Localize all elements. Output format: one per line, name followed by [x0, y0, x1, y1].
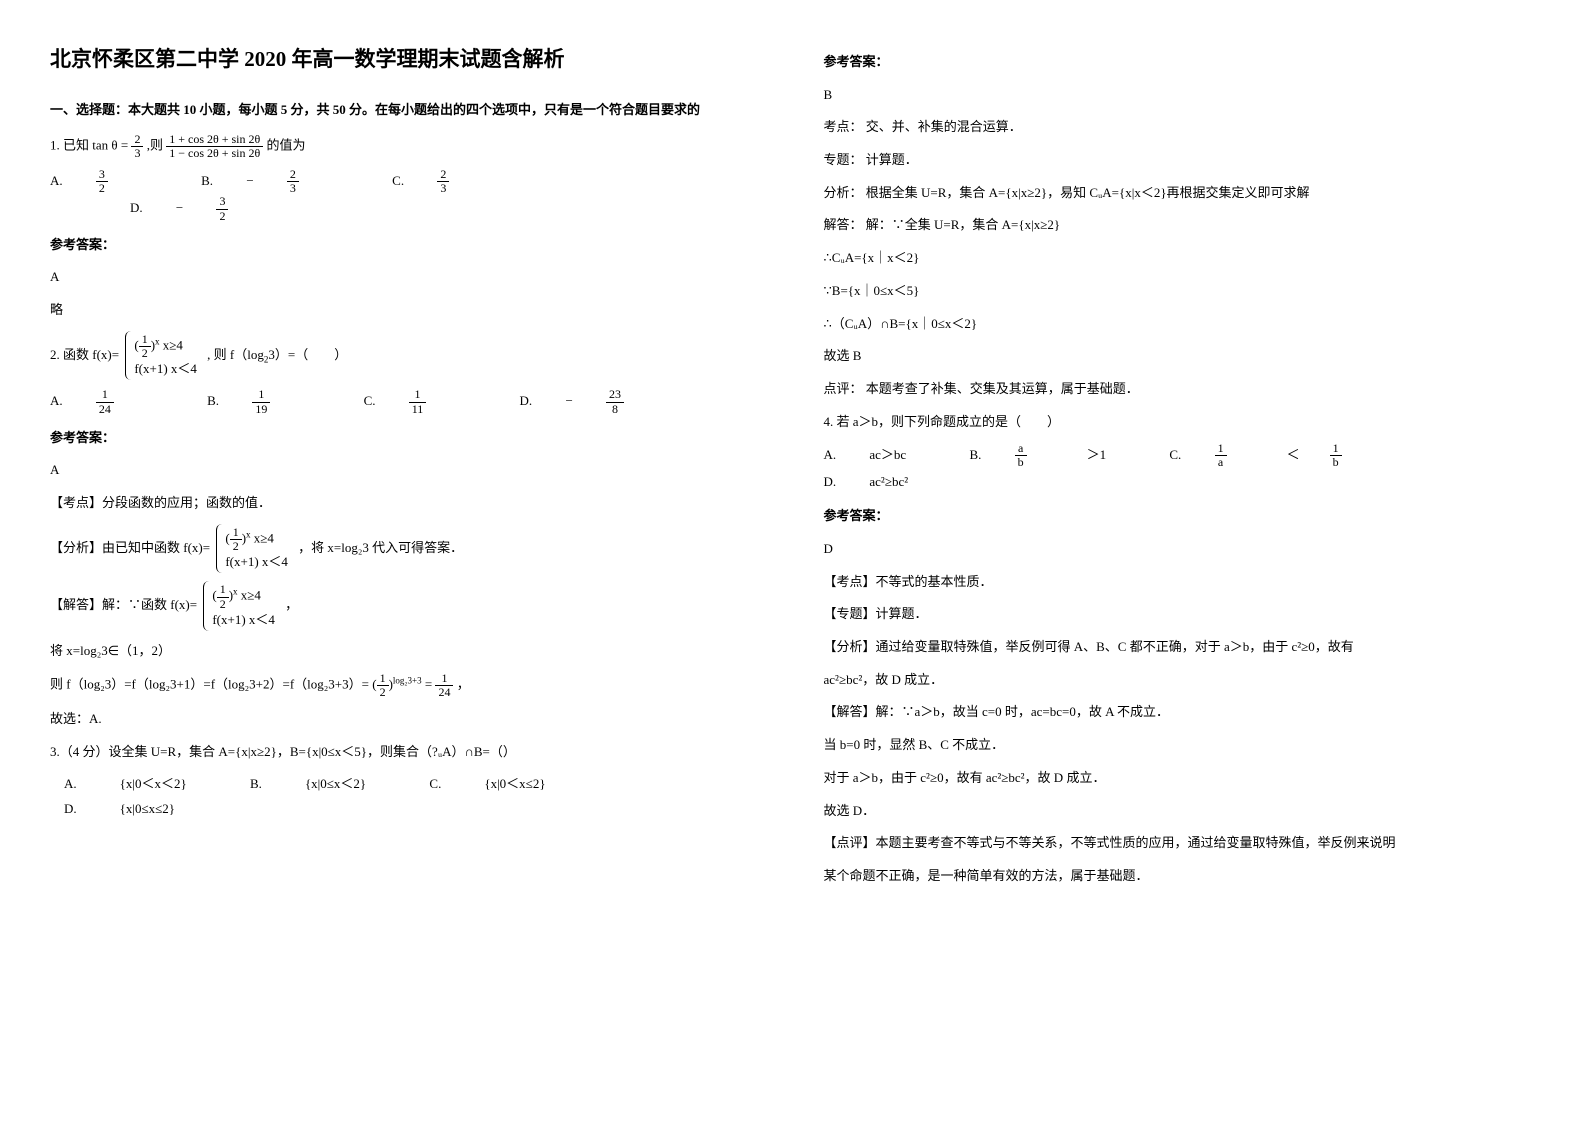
q1-answer-label: 参考答案：	[50, 233, 764, 258]
q1-post: 的值为	[267, 137, 306, 152]
q1-note: 略	[50, 298, 764, 323]
q4-jd2: 当 b=0 时，显然 B、C 不成立．	[824, 733, 1538, 758]
q2-chain: 则 f（log₂3）=f（log₂3+1）=f（log₂3+2）=f（log₂3…	[50, 672, 764, 699]
q3-jd5: 故选 B	[824, 344, 1538, 369]
q3-optA: A. {x|0＜x＜2}	[64, 772, 217, 797]
q4-jd3: 对于 a＞b，由于 c²≥0，故有 ac²≥bc²，故 D 成立．	[824, 766, 1538, 791]
q4-optA: A. ac＞bc	[824, 443, 937, 468]
q3-fx: 分析： 根据全集 U=R，集合 A={x|x≥2}，易知 CᵤA={x|x＜2}…	[824, 181, 1538, 206]
q4-stem: 4. 若 a＞b，则下列命题成立的是（ ）	[824, 410, 1538, 435]
right-column: 参考答案： B 考点： 交、并、补集的混合运算． 专题： 计算题． 分析： 根据…	[824, 40, 1538, 1082]
left-column: 北京怀柔区第二中学 2020 年高一数学理期末试题含解析 一、选择题：本大题共 …	[50, 40, 764, 1082]
q3-jd2: ∴CᵤA={x｜x＜2}	[824, 246, 1538, 271]
q2-answer: A	[50, 458, 764, 483]
q4-answer-label: 参考答案：	[824, 504, 1538, 529]
q4-answer: D	[824, 537, 1538, 562]
q1-optA: A. 32	[50, 168, 168, 195]
page-title: 北京怀柔区第二中学 2020 年高一数学理期末试题含解析	[50, 40, 764, 80]
q4-options: A. ac＞bc B. ab＞1 C. 1a＜1b D. ac²≥bc²	[824, 442, 1538, 494]
q4-jd1: 【解答】解：∵a＞b，故当 c=0 时，ac=bc=0，故 A 不成立．	[824, 700, 1538, 725]
q2-sub: 将 x=log₂3∈（1，2）	[50, 639, 764, 664]
q2-answer-label: 参考答案：	[50, 426, 764, 451]
q1-expr-frac: 1 + cos 2θ + sin 2θ 1 − cos 2θ + sin 2θ	[166, 133, 263, 160]
q3-jd4: ∴（CᵤA）∩B={x｜0≤x＜2}	[824, 312, 1538, 337]
q3-answer: B	[824, 83, 1538, 108]
q1-mid: ,则	[147, 137, 167, 152]
q3-jd3: ∵B={x｜0≤x＜5}	[824, 279, 1538, 304]
q1-answer: A	[50, 265, 764, 290]
q4-dp2: 某个命题不正确，是一种简单有效的方法，属于基础题．	[824, 864, 1538, 889]
q1-optD: D. − 32	[130, 195, 288, 222]
q4-dp1: 【点评】本题主要考查不等式与不等关系，不等式性质的应用，通过给变量取特殊值，举反…	[824, 831, 1538, 856]
q3-dp: 点评： 本题考查了补集、交集及其运算，属于基础题．	[824, 377, 1538, 402]
q2-optC: C. 111	[364, 388, 487, 415]
q4-fx1: 【分析】通过给变量取特殊值，举反例可得 A、B、C 都不正确，对于 a＞b，由于…	[824, 635, 1538, 660]
q1-stem: 1. 已知 tan θ = 2 3 ,则 1 + cos 2θ + sin 2θ…	[50, 133, 764, 160]
q2-fenxi: 【分析】由已知中函数 f(x)= (12)x x≥4 f(x+1) x＜4 ，将…	[50, 524, 764, 574]
q4-optC: C. 1a＜1b	[1169, 442, 1401, 469]
q4-optB: B. ab＞1	[969, 442, 1136, 469]
q4-fx2: ac²≥bc²，故 D 成立．	[824, 668, 1538, 693]
q2-options: A. 124 B. 119 C. 111 D. − 238	[50, 388, 764, 415]
q2-pre: 2. 函数	[50, 347, 89, 362]
q4-kd: 【考点】不等式的基本性质．	[824, 570, 1538, 595]
section-one-heading: 一、选择题：本大题共 10 小题，每小题 5 分，共 50 分。在每小题给出的四…	[50, 98, 764, 123]
q2-optB: B. 119	[207, 388, 330, 415]
q2-fx: f(x)=	[92, 347, 119, 362]
q2-stem: 2. 函数 f(x)= (12)x x≥4 f(x+1) x＜4 , 则 f（l…	[50, 331, 764, 381]
q1-tan-frac: 2 3	[131, 133, 143, 160]
q2-final: 故选：A.	[50, 707, 764, 732]
q4-optD: D. ac²≥bc²	[824, 470, 939, 495]
q2-kaodian: 【考点】分段函数的应用；函数的值．	[50, 491, 764, 516]
q4-zt: 【专题】计算题．	[824, 602, 1538, 627]
q3-answer-label: 参考答案：	[824, 50, 1538, 75]
q3-options: A. {x|0＜x＜2} B. {x|0≤x＜2} C. {x|0＜x≤2} D…	[64, 772, 764, 821]
q1-optB: B. − 23	[201, 168, 359, 195]
q3-stem: 3.（4 分）设全集 U=R，集合 A={x|x≥2}，B={x|0≤x＜5}，…	[50, 740, 764, 765]
q2-optD: D. − 238	[520, 388, 684, 415]
q2-cases: (12)x x≥4 f(x+1) x＜4	[125, 331, 201, 381]
q3-optC: C. {x|0＜x≤2}	[429, 772, 575, 797]
q3-kd: 考点： 交、并、补集的混合运算．	[824, 115, 1538, 140]
q3-optD: D. {x|0≤x≤2}	[64, 797, 205, 822]
q3-optB: B. {x|0≤x＜2}	[250, 772, 396, 797]
q3-jd1: 解答： 解：∵全集 U=R，集合 A={x|x≥2}	[824, 213, 1538, 238]
q1-optC: C. 23	[392, 168, 509, 195]
q2-jieda: 【解答】解：∵函数 f(x)= (12)x x≥4 f(x+1) x＜4 ，	[50, 581, 764, 631]
q1-options: A. 32 B. − 23 C. 23 D. − 32	[50, 168, 764, 223]
q3-zt: 专题： 计算题．	[824, 148, 1538, 173]
q2-optA: A. 124	[50, 388, 174, 415]
q4-jd4: 故选 D．	[824, 799, 1538, 824]
q1-pre: 1. 已知 tan θ =	[50, 137, 131, 152]
